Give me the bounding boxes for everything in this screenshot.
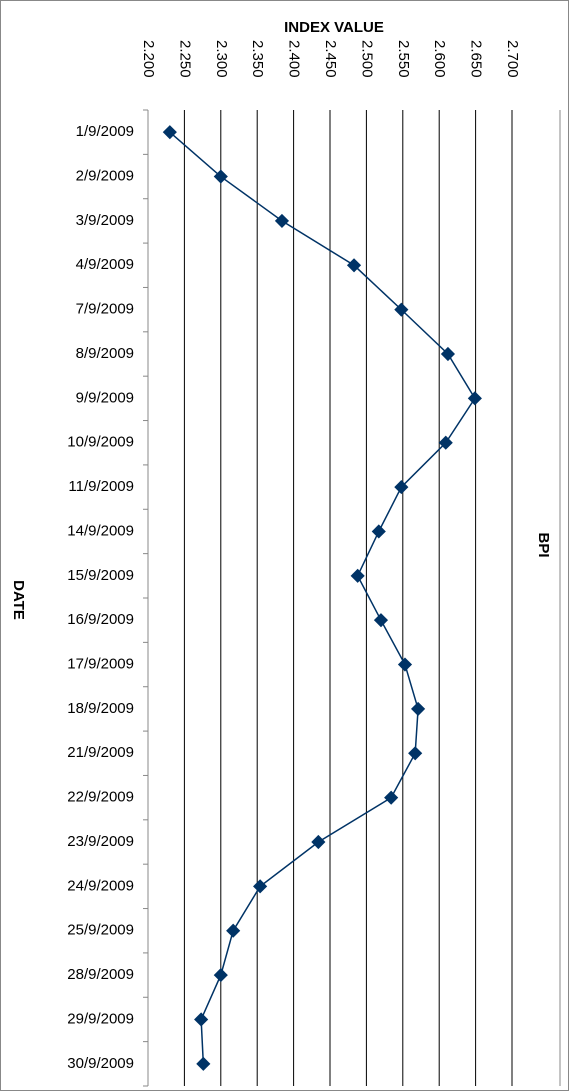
chart: INDEX VALUE DATE BPI 2.200 2.250 2.300 2.35… [0, 0, 569, 1091]
point [384, 791, 398, 805]
x-tick-label: 2.350 [249, 40, 266, 78]
point [194, 1012, 208, 1026]
x-tick-label: 2.250 [176, 40, 193, 78]
y-tick-label: 4/9/2009 [76, 256, 134, 273]
point [398, 657, 412, 671]
point [408, 746, 422, 760]
y-tick-label: 1/9/2009 [76, 123, 134, 140]
y-tick-label: 15/9/2009 [67, 567, 134, 584]
y-tick-label: 21/9/2009 [67, 744, 134, 761]
line [170, 132, 475, 1064]
x-tick-label: 2.550 [395, 40, 412, 78]
y-tick-label: 10/9/2009 [67, 434, 134, 451]
y-tick-label: 18/9/2009 [67, 700, 134, 717]
y-tick-label: 23/9/2009 [67, 833, 134, 850]
point [275, 214, 289, 228]
page: {"chart_data": {"type": "line", "orienta… [0, 0, 569, 1091]
y-tick-label: 28/9/2009 [67, 966, 134, 983]
point [214, 968, 228, 982]
point [468, 391, 482, 405]
y-tick-label: 11/9/2009 [68, 478, 134, 495]
point [351, 569, 365, 583]
x-tick-label: 2.500 [358, 40, 375, 78]
y-tick-label: 8/9/2009 [76, 345, 134, 362]
x-tick-label: 2.700 [504, 40, 521, 78]
point [411, 702, 425, 716]
y-tick-label: 25/9/2009 [67, 922, 134, 939]
y-tick-label: 16/9/2009 [67, 611, 134, 628]
point [196, 1057, 210, 1071]
x-tick-label: 2.450 [322, 40, 339, 78]
point [253, 879, 267, 893]
point [226, 924, 240, 938]
x-tick-label: 2.300 [213, 40, 230, 78]
y-tick-label: 3/9/2009 [76, 212, 134, 229]
y-tick-label: 30/9/2009 [67, 1055, 134, 1072]
y-tick-label: 17/9/2009 [67, 656, 134, 673]
y-axis-title: DATE [10, 580, 27, 620]
y-tick-label: 29/9/2009 [67, 1010, 134, 1027]
x-tick-label: 2.400 [286, 40, 303, 78]
y-tick-label: 22/9/2009 [67, 789, 134, 806]
y-tick-label: 2/9/2009 [76, 168, 134, 185]
x-tick-label: 2.600 [431, 40, 448, 78]
point [372, 524, 386, 538]
y-tick-label: 7/9/2009 [76, 301, 134, 318]
y-tick-label: 14/9/2009 [67, 522, 134, 539]
point [374, 613, 388, 627]
y-tick-label: 9/9/2009 [76, 389, 134, 406]
x-tick-label: 2.650 [468, 40, 485, 78]
chart-title: BPI [535, 532, 552, 557]
y-tick-label: 24/9/2009 [67, 877, 134, 894]
x-tick-label: 2.200 [140, 40, 157, 78]
x-axis-title: INDEX VALUE [284, 19, 384, 36]
point [311, 835, 325, 849]
